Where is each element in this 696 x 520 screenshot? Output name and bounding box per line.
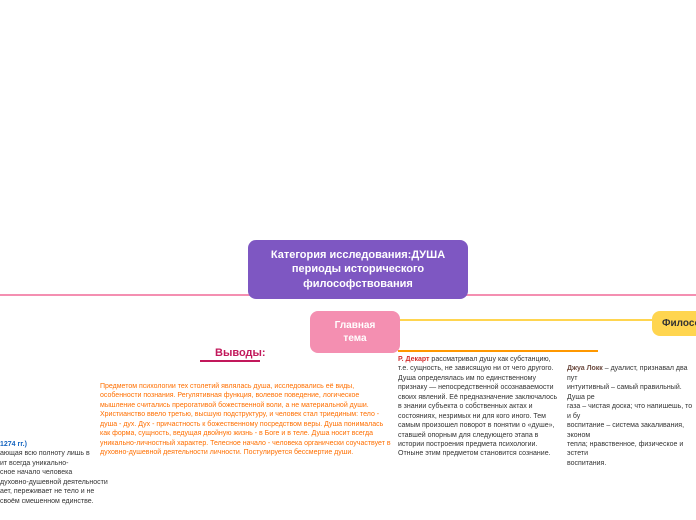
year-fragment: 1274 гг.) bbox=[0, 441, 27, 448]
philosophy-node[interactable]: Филосо bbox=[652, 311, 696, 336]
root-node[interactable]: Категория исследования:ДУША периоды исто… bbox=[248, 240, 468, 299]
connector-philosophy bbox=[400, 319, 652, 321]
main-topic-node[interactable]: Главная тема bbox=[310, 311, 400, 353]
conclusions-body-text: Предметом психологии тех столетий являла… bbox=[100, 383, 391, 456]
conclusions-body: Предметом психологии тех столетий являла… bbox=[100, 382, 395, 458]
root-title: Категория исследования:ДУША периоды исто… bbox=[271, 249, 445, 290]
philosophy-label: Филосо bbox=[662, 318, 696, 329]
main-topic-label: Главная тема bbox=[335, 320, 376, 344]
left-fragment-body: ающая всю полноту лишь в ит всегда уника… bbox=[0, 450, 108, 504]
descartes-block: Р. Декарт рассматривал душу как субстанц… bbox=[398, 355, 558, 459]
locke-text: – дуалист, признавал два пут интуитивный… bbox=[567, 365, 692, 466]
locke-block: Джуа Локк – дуалист, признавал два пут и… bbox=[567, 355, 696, 468]
orange-underline bbox=[398, 350, 598, 352]
descartes-text: рассматривал душу как субстанцию, т.е. с… bbox=[398, 356, 557, 457]
conclusions-label: Выводы: bbox=[215, 347, 266, 359]
descartes-author: Р. Декарт bbox=[398, 356, 429, 363]
locke-author: Джуа Локк bbox=[567, 365, 603, 372]
conclusions-underline bbox=[200, 360, 260, 362]
conclusions-text: Выводы: bbox=[215, 347, 266, 359]
